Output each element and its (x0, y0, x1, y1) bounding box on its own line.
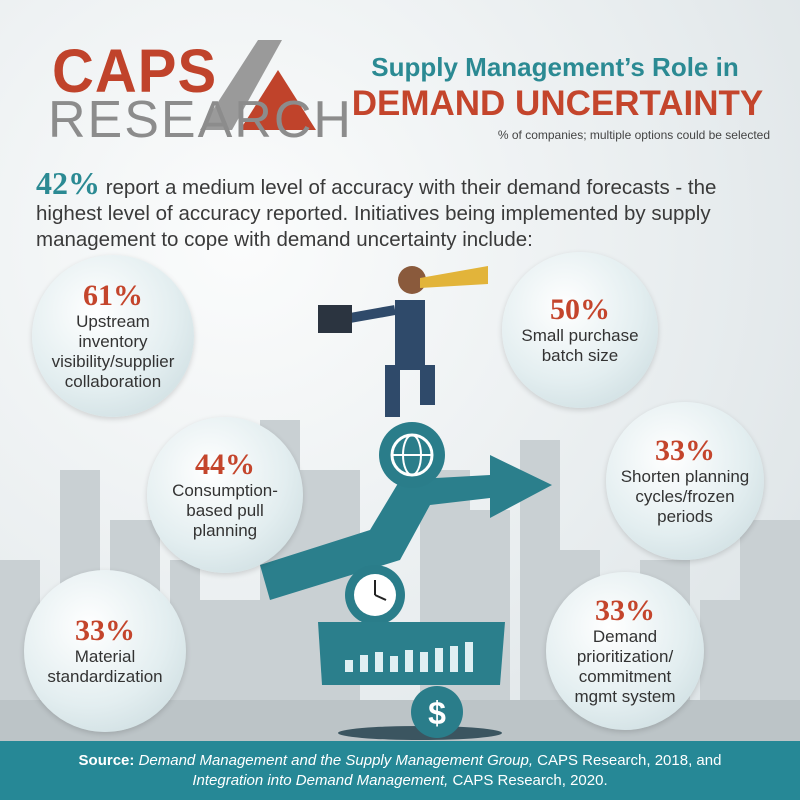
bar-chart-icon (318, 622, 505, 685)
svg-text:$: $ (428, 695, 446, 731)
bubble-pull-planning: 44% Consumption-based pull planning (147, 417, 303, 573)
source-ref2-title: Integration into Demand Management, (192, 772, 449, 789)
clock-icon (345, 565, 405, 625)
bubble-percent: 50% (550, 293, 610, 326)
dollar-icon: $ (411, 686, 463, 738)
bubble-label: Shorten planning cycles/frozen periods (620, 467, 750, 526)
businessman-figure (349, 266, 435, 417)
shadow (338, 726, 502, 740)
logo-research: RESEARCH (48, 91, 353, 149)
bubble-demand-prioritization: 33% Demand prioritization/ commitment mgm… (546, 572, 704, 730)
intro-highlight: 42% (36, 165, 100, 201)
bubble-percent: 61% (83, 279, 143, 312)
bubble-small-batch: 50% Small purchase batch size (502, 252, 658, 408)
bubble-label: Material standardization (47, 647, 163, 686)
bubble-label: Demand prioritization/ commitment mgmt s… (574, 627, 676, 706)
bubble-shorten-planning: 33% Shorten planning cycles/frozen period… (606, 402, 764, 560)
bubble-percent: 33% (75, 614, 135, 647)
source-label: Source: (78, 752, 135, 769)
subtitle: % of companies; multiple options could b… (497, 128, 770, 142)
globe-icon (379, 422, 445, 488)
source-ref1-rest: CAPS Research, 2018, and (533, 752, 722, 769)
logo-mountain-icon (200, 40, 282, 130)
bubble-label: Upstream inventory visibility/supplier c… (51, 312, 175, 391)
bubble-label: Consumption-based pull planning (172, 481, 278, 540)
bubble-percent: 33% (595, 594, 655, 627)
title-line2: DEMAND UNCERTAINTY (351, 84, 764, 123)
source-ref1-title: Demand Management and the Supply Managem… (138, 752, 533, 769)
logo-caps: CAPS (52, 37, 218, 106)
title-line1: Supply Management’s Role in (371, 52, 739, 82)
source-ref2-rest: CAPS Research, 2020. (448, 772, 608, 789)
logo-triangle-icon (240, 70, 316, 130)
bubble-percent: 44% (195, 448, 255, 481)
spyglass-icon (420, 266, 488, 288)
bubble-material-standardization: 33% Material standardization (24, 570, 186, 732)
bubble-percent: 33% (655, 434, 715, 467)
briefcase-icon (318, 305, 352, 333)
intro-body: report a medium level of accuracy with t… (36, 176, 717, 251)
bubble-upstream-visibility: 61% Upstream inventory visibility/supplie… (32, 255, 194, 417)
intro-text: 42% report a medium level of accuracy wi… (36, 167, 776, 253)
source-footer: Source: Demand Management and the Supply… (0, 741, 800, 800)
trend-arrow-icon (260, 455, 552, 600)
bubble-label: Small purchase batch size (521, 326, 639, 365)
